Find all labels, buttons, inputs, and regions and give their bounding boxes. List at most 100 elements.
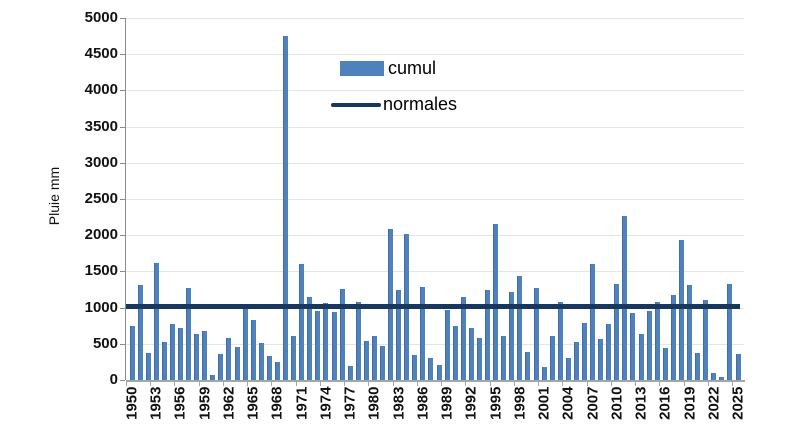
y-tick-label-0: 0 — [109, 371, 118, 388]
bar-1951 — [137, 285, 143, 380]
x-tick-label-1992: 1992 — [462, 386, 480, 420]
bar-2002 — [549, 335, 555, 380]
bar-2006 — [581, 322, 587, 380]
x-tick-mark — [707, 382, 709, 386]
normales-line-swatch-icon — [331, 102, 381, 107]
gridline-4500 — [126, 54, 744, 56]
x-tick-label-1950: 1950 — [123, 386, 141, 420]
gridline-2000 — [126, 235, 744, 237]
gridline-4000 — [126, 90, 744, 92]
bar-1999 — [525, 351, 531, 380]
y-tick-label-1000: 1000 — [84, 298, 118, 316]
y-tick-label-3500: 3500 — [84, 117, 118, 135]
y-tick-mark — [120, 162, 125, 164]
bar-1958 — [194, 334, 200, 380]
bar-1981 — [379, 345, 385, 380]
x-tick-mark — [683, 382, 685, 386]
x-tick-mark — [610, 382, 612, 386]
bar-1995 — [493, 223, 499, 380]
bar-1992 — [468, 327, 474, 380]
x-tick-mark — [586, 382, 588, 386]
bar-1969 — [283, 36, 289, 380]
bar-1989 — [444, 309, 450, 380]
bar-1996 — [501, 335, 507, 380]
bar-1967 — [266, 356, 272, 380]
x-tick-mark — [465, 382, 467, 386]
y-tick-label-500: 500 — [92, 334, 118, 352]
x-tick-mark — [271, 382, 273, 386]
bar-1975 — [331, 311, 337, 380]
bar-1954 — [161, 341, 167, 380]
bar-1985 — [412, 355, 418, 380]
bar-2017 — [670, 294, 676, 380]
x-tick-label-2004: 2004 — [559, 386, 577, 420]
bar-1986 — [420, 287, 426, 380]
x-tick-label-1965: 1965 — [244, 386, 262, 420]
bar-1979 — [363, 340, 369, 380]
bar-2019 — [687, 285, 693, 380]
y-tick-mark — [120, 18, 125, 19]
bar-1956 — [177, 327, 183, 380]
bar-1961 — [218, 353, 224, 380]
y-tick-label-2500: 2500 — [84, 190, 118, 207]
bar-1960 — [210, 374, 216, 380]
bar-1950 — [129, 326, 135, 380]
y-tick-label-5000: 5000 — [84, 9, 118, 26]
plot-area — [126, 18, 744, 380]
bar-1974 — [323, 303, 329, 380]
x-tick-label-1995: 1995 — [487, 386, 505, 420]
y-tick-mark — [120, 307, 125, 309]
bar-2011 — [622, 216, 628, 380]
bar-1991 — [460, 296, 466, 380]
x-tick-mark — [562, 382, 564, 386]
bar-1973 — [315, 311, 321, 380]
x-tick-mark — [174, 382, 176, 386]
bar-1955 — [169, 323, 175, 380]
x-tick-label-1986: 1986 — [414, 386, 432, 420]
bar-2003 — [557, 301, 563, 380]
bar-2020 — [695, 353, 701, 380]
x-tick-label-1956: 1956 — [171, 386, 189, 420]
gridline-2500 — [126, 199, 744, 200]
x-axis-line — [126, 380, 745, 382]
bar-1978 — [355, 301, 361, 380]
bar-1972 — [307, 297, 313, 380]
bar-1987 — [428, 357, 434, 380]
x-tick-label-2019: 2019 — [681, 386, 699, 420]
bar-2014 — [646, 310, 652, 380]
x-tick-label-1953: 1953 — [147, 386, 165, 420]
bar-1968 — [274, 361, 280, 380]
bar-2015 — [654, 301, 660, 380]
y-axis-line — [125, 18, 126, 380]
y-tick-mark — [120, 54, 125, 56]
y-tick-mark — [120, 380, 125, 381]
x-tick-label-1968: 1968 — [268, 386, 286, 420]
x-tick-label-1959: 1959 — [196, 386, 214, 420]
x-tick-mark — [659, 382, 661, 386]
bar-2010 — [614, 284, 620, 380]
bar-1966 — [258, 343, 264, 380]
bar-1970 — [291, 335, 297, 380]
y-tick-label-1500: 1500 — [84, 262, 118, 280]
bar-1988 — [436, 364, 442, 380]
x-tick-label-1974: 1974 — [317, 386, 335, 420]
y-tick-mark — [120, 343, 125, 345]
bar-2025 — [735, 353, 741, 380]
bar-2004 — [565, 358, 571, 380]
x-tick-mark — [732, 382, 733, 386]
bar-1977 — [347, 365, 353, 380]
x-tick-mark — [295, 382, 297, 386]
bar-1976 — [339, 288, 345, 380]
bar-2000 — [533, 288, 539, 380]
gridline-500 — [126, 343, 744, 345]
bar-1952 — [145, 352, 151, 380]
x-tick-label-1989: 1989 — [438, 386, 456, 420]
bar-2021 — [703, 300, 709, 380]
gridline-3000 — [126, 162, 744, 164]
x-tick-label-2025: 2025 — [729, 386, 747, 420]
x-tick-mark — [635, 382, 637, 386]
bar-1959 — [202, 330, 208, 380]
bar-1957 — [186, 288, 192, 380]
x-tick-label-2022: 2022 — [705, 386, 723, 420]
